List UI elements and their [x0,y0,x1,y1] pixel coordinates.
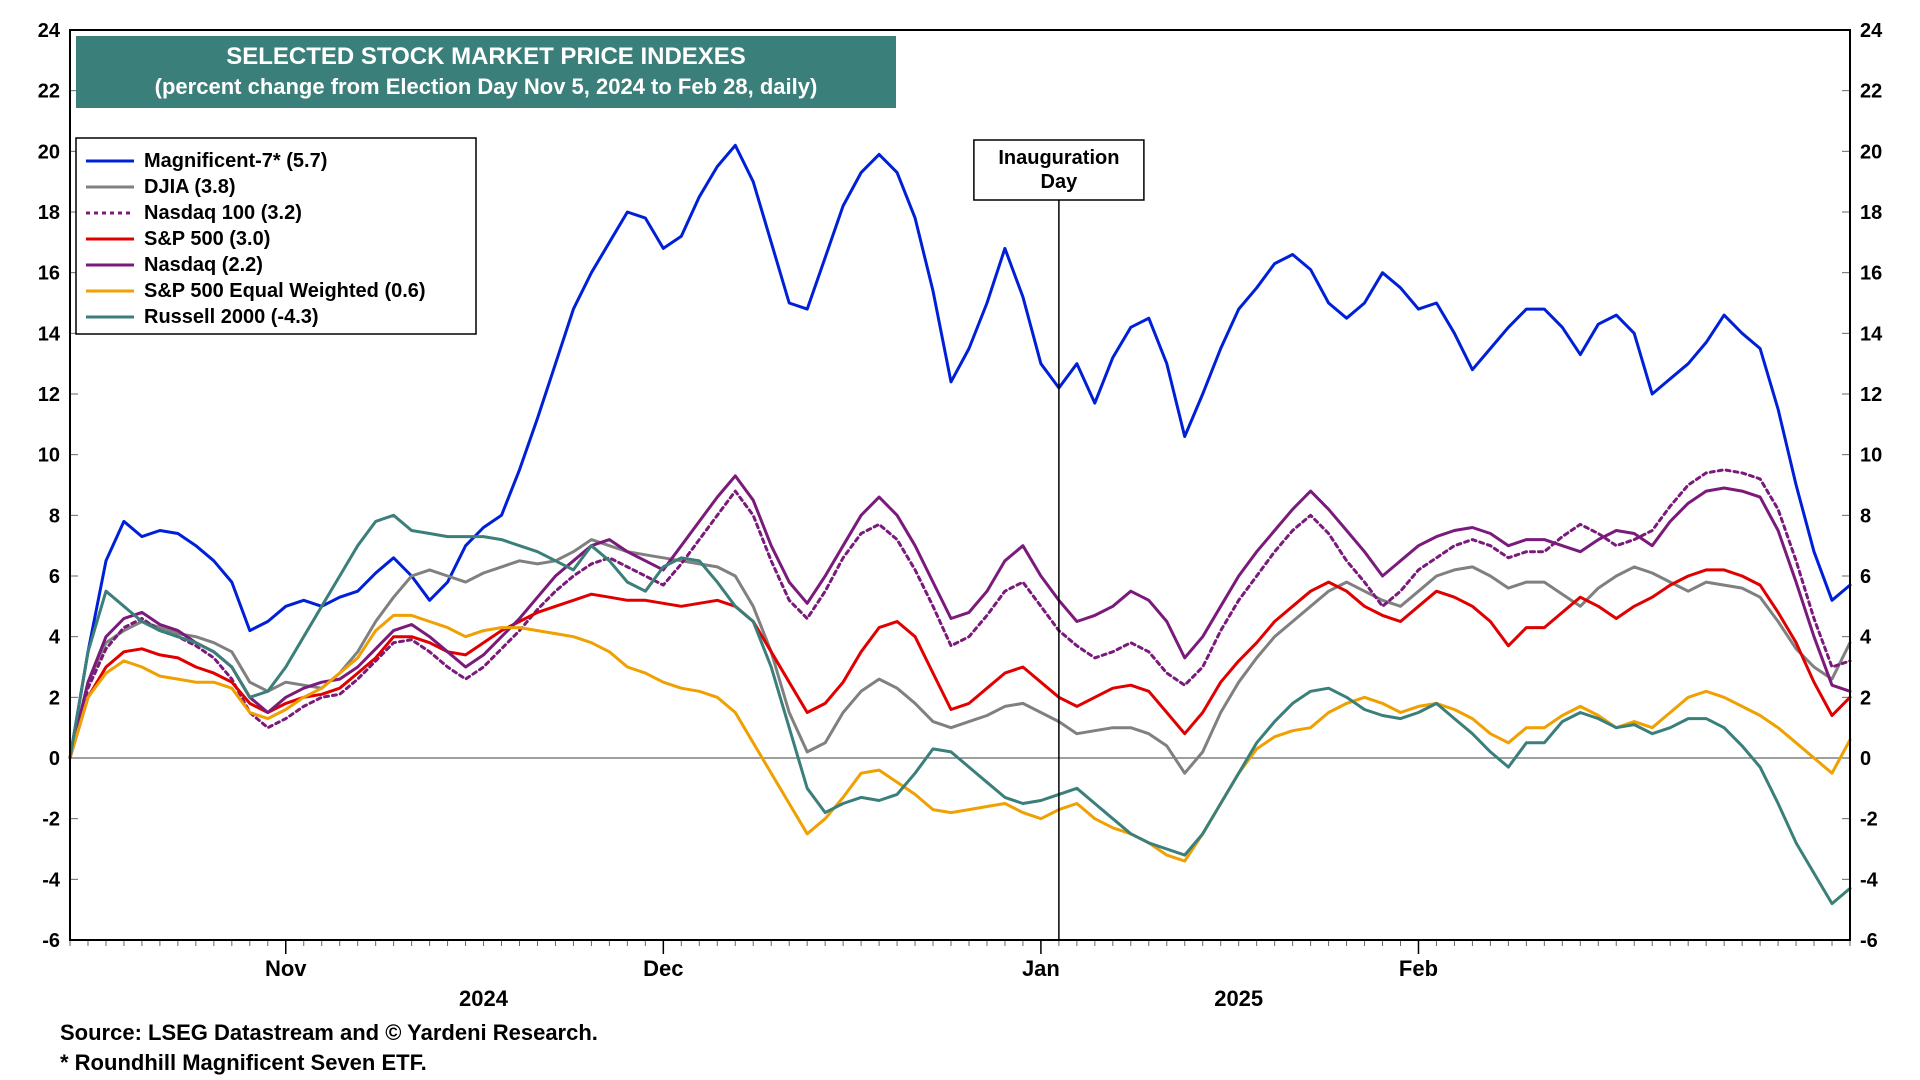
y-tick-left: 4 [49,627,61,649]
chart-title-line2: (percent change from Election Day Nov 5,… [155,74,818,99]
y-tick-right: -6 [1860,930,1878,952]
line-chart: -6-6-4-4-2-20022446688101012121414161618… [0,0,1920,1080]
y-tick-right: 18 [1860,202,1882,224]
y-tick-left: 2 [49,687,60,709]
y-tick-right: -2 [1860,809,1878,831]
y-tick-right: 16 [1860,263,1882,285]
y-tick-left: -6 [42,930,60,952]
x-month-label: Nov [265,956,307,981]
y-tick-left: 8 [49,505,60,527]
y-tick-left: 6 [49,566,60,588]
y-tick-right: 0 [1860,748,1871,770]
x-month-label: Feb [1399,956,1438,981]
y-tick-right: -4 [1860,869,1879,891]
x-month-label: Dec [643,956,683,981]
footer-source: Source: LSEG Datastream and © Yardeni Re… [60,1020,598,1045]
annotation-label-1: Inauguration [998,147,1119,169]
y-tick-left: 12 [38,384,60,406]
y-tick-left: 16 [38,263,60,285]
footer-note: * Roundhill Magnificent Seven ETF. [60,1050,427,1075]
y-tick-left: 10 [38,445,60,467]
y-tick-right: 10 [1860,445,1882,467]
y-tick-left: 14 [38,323,61,345]
y-tick-left: -2 [42,809,60,831]
y-tick-left: 24 [38,20,61,42]
y-tick-right: 8 [1860,505,1871,527]
y-tick-left: -4 [42,869,61,891]
legend-label: Nasdaq 100 (3.2) [144,202,302,224]
y-tick-right: 12 [1860,384,1882,406]
y-tick-right: 6 [1860,566,1871,588]
chart-title-line1: SELECTED STOCK MARKET PRICE INDEXES [226,43,746,70]
chart-container: { "chart": { "type": "line", "width": 19… [0,0,1920,1080]
y-tick-right: 24 [1860,20,1883,42]
y-tick-right: 22 [1860,81,1882,103]
annotation-label-2: Day [1041,171,1079,193]
x-year-label: 2024 [459,986,509,1011]
x-year-label: 2025 [1214,986,1263,1011]
y-tick-right: 4 [1860,627,1872,649]
legend-label: Magnificent-7* (5.7) [144,150,327,172]
y-tick-left: 18 [38,202,60,224]
legend-label: Russell 2000 (-4.3) [144,306,319,328]
y-tick-right: 2 [1860,687,1871,709]
legend-label: Nasdaq (2.2) [144,254,263,276]
y-tick-left: 0 [49,748,60,770]
y-tick-right: 14 [1860,323,1883,345]
legend-label: S&P 500 Equal Weighted (0.6) [144,280,426,302]
y-tick-left: 22 [38,81,60,103]
legend-label: DJIA (3.8) [144,176,236,198]
y-tick-left: 20 [38,141,60,163]
y-tick-right: 20 [1860,141,1882,163]
x-month-label: Jan [1022,956,1060,981]
legend-label: S&P 500 (3.0) [144,228,270,250]
